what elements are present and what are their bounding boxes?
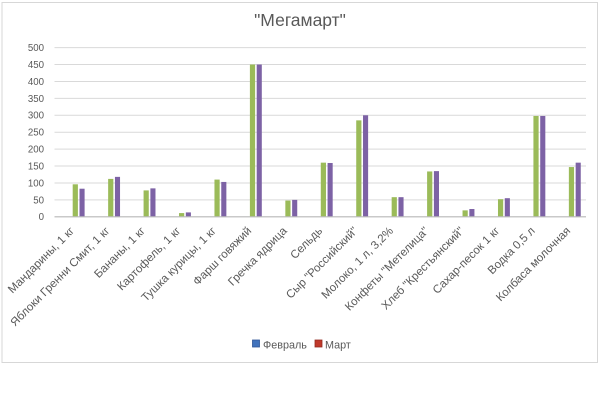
svg-text:0: 0 — [39, 212, 45, 223]
svg-text:Февраль: Февраль — [263, 340, 307, 352]
svg-text:350: 350 — [28, 94, 45, 105]
svg-text:400: 400 — [28, 77, 45, 88]
svg-text:50: 50 — [33, 195, 44, 206]
svg-text:150: 150 — [28, 161, 45, 172]
svg-text:100: 100 — [28, 178, 45, 189]
svg-text:450: 450 — [28, 60, 45, 71]
svg-text:500: 500 — [28, 43, 45, 54]
svg-text:200: 200 — [28, 145, 45, 156]
svg-text:Март: Март — [325, 340, 351, 352]
svg-text:"Мегамарт": "Мегамарт" — [254, 10, 346, 30]
svg-text:250: 250 — [28, 128, 45, 139]
svg-text:300: 300 — [28, 111, 45, 122]
